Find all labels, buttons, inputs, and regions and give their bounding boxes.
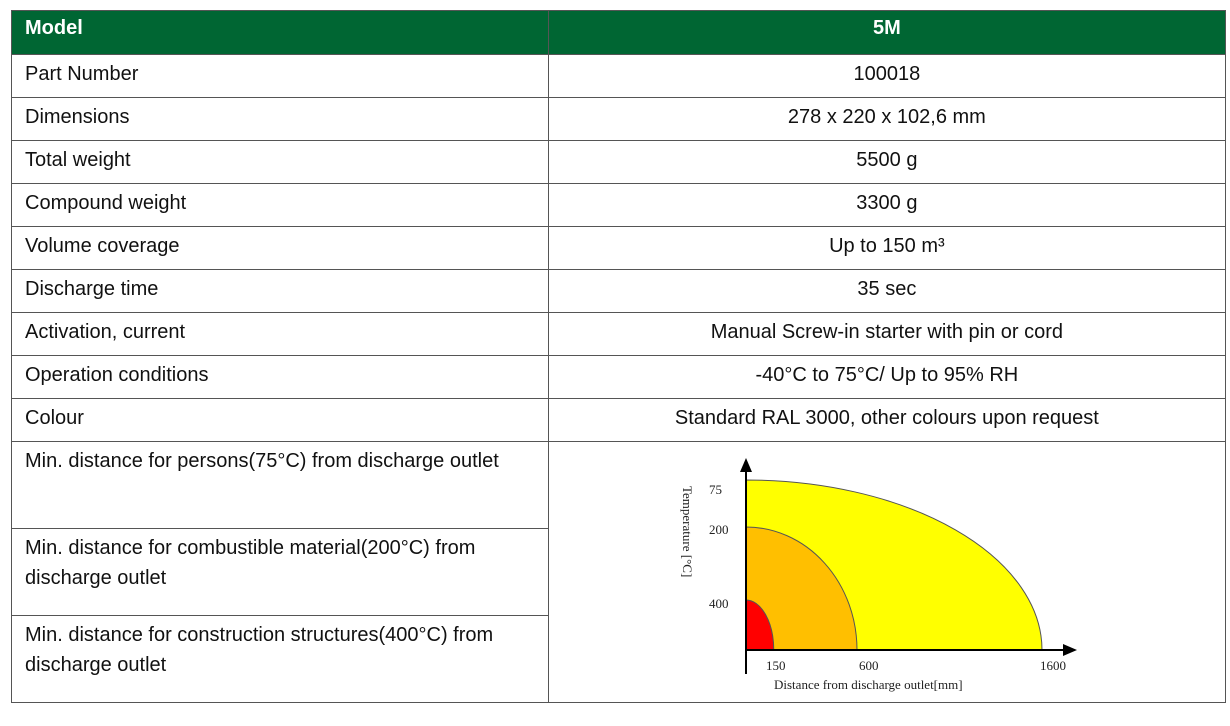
row-value: Standard RAL 3000, other colours upon re… [547, 398, 1227, 442]
row-value: 100018 [547, 54, 1227, 98]
zone-400 [745, 599, 774, 651]
row-value: 35 sec [547, 269, 1227, 313]
spec-table: Model 5M Part Number 100018 Dimensions 2… [11, 10, 1227, 703]
row-label: Part Number [11, 54, 549, 98]
table-row: Discharge time 35 sec [11, 269, 1227, 313]
zone-200 [745, 526, 858, 651]
row-label: Colour [11, 398, 549, 442]
table-row: Activation, current Manual Screw-in star… [11, 312, 1227, 356]
row-label: Activation, current [11, 312, 549, 356]
header-row: Model 5M [11, 10, 1227, 55]
row-label: Compound weight [11, 183, 549, 227]
distance-row-combustible: Min. distance for combustible material(2… [11, 528, 1226, 616]
table-row: Colour Standard RAL 3000, other colours … [11, 398, 1227, 442]
row-label: Operation conditions [11, 355, 549, 399]
header-label: Model [11, 10, 549, 55]
y-tick-label: 200 [709, 522, 729, 537]
row-value: 5500 g [547, 140, 1227, 184]
y-tick-label: 400 [709, 596, 729, 611]
y-axis-arrow [739, 458, 752, 472]
table-row: Volume coverage Up to 150 m³ [11, 226, 1227, 270]
x-axis-arrow [1062, 644, 1077, 656]
table-row: Total weight 5500 g [11, 140, 1227, 184]
temperature-distance-chart: 150 600 1600 75 200 400 Distance from dischar… [547, 441, 1227, 703]
row-value: 3300 g [547, 183, 1227, 227]
x-tick-label: 150 [766, 658, 786, 673]
row-label: Discharge time [11, 269, 549, 313]
row-value: Manual Screw-in starter with pin or cord [547, 312, 1227, 356]
y-axis-label: Temperature [°C] [680, 486, 695, 577]
row-label: Volume coverage [11, 226, 549, 270]
y-tick-label: 75 [709, 482, 722, 497]
distance-row-structures: Min. distance for construction structure… [11, 615, 1226, 703]
x-tick-label: 1600 [1040, 658, 1066, 673]
table-row: Dimensions 278 x 220 x 102,6 mm [11, 97, 1227, 141]
row-value: Up to 150 m³ [547, 226, 1227, 270]
distance-label-persons: Min. distance for persons(75°C) from dis… [11, 441, 549, 529]
row-label: Dimensions [11, 97, 549, 141]
row-value: 278 x 220 x 102,6 mm [547, 97, 1227, 141]
chart-svg: 150 600 1600 75 200 400 Distance from dischar… [680, 458, 1077, 692]
x-tick-label: 600 [859, 658, 879, 673]
x-axis-label: Distance from discharge outlet[mm] [774, 677, 963, 692]
header-value: 5M [547, 10, 1227, 55]
table-row: Compound weight 3300 g [11, 183, 1227, 227]
row-value: -40°C to 75°C/ Up to 95% RH [547, 355, 1227, 399]
table-row: Operation conditions -40°C to 75°C/ Up t… [11, 355, 1227, 399]
distance-row-persons: Min. distance for persons(75°C) from dis… [11, 441, 1227, 703]
table-row: Part Number 100018 [11, 54, 1227, 98]
row-label: Total weight [11, 140, 549, 184]
distance-label-structures: Min. distance for construction structure… [11, 615, 549, 703]
distance-label-combustible: Min. distance for combustible material(2… [11, 528, 549, 616]
